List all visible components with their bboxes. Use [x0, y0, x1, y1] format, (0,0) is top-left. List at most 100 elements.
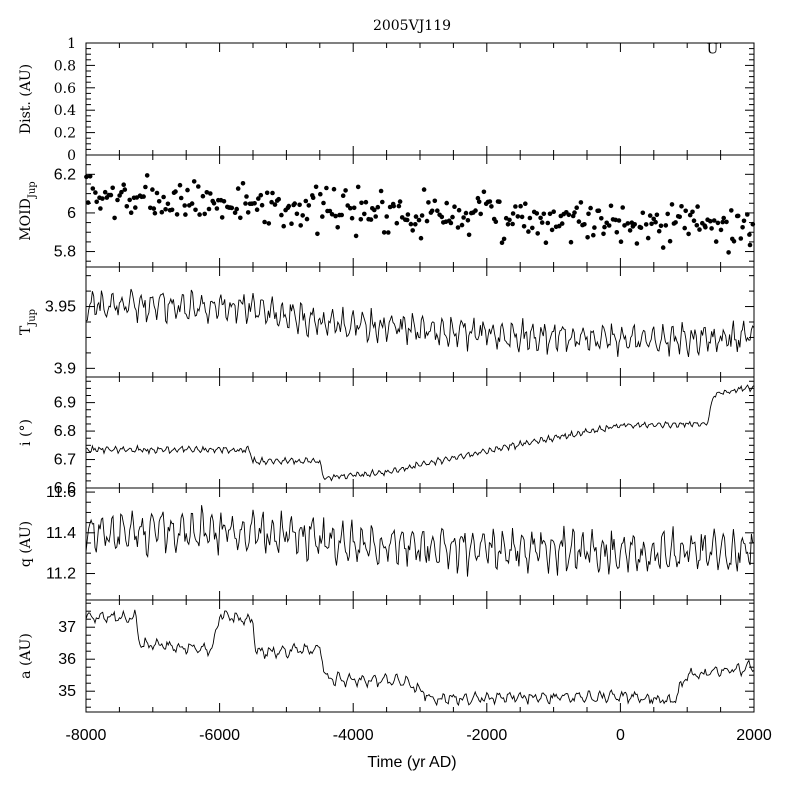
moid-point — [663, 223, 669, 228]
panel-q: 11.2 11.4 11.6 q (AU) — [18, 484, 755, 601]
moid-point — [541, 211, 547, 217]
moid-point — [110, 185, 115, 191]
moid-point — [315, 231, 320, 237]
moid-point — [159, 209, 165, 215]
moid-point — [613, 217, 618, 223]
moid-point — [270, 190, 275, 196]
moid-point — [429, 208, 435, 214]
moid-point — [566, 212, 572, 218]
moid-point — [487, 199, 493, 204]
moid-point — [292, 201, 298, 206]
moid-point — [240, 181, 246, 186]
moid-point — [677, 214, 682, 220]
moid-point — [351, 205, 357, 211]
moid-point — [625, 221, 631, 226]
moid-point — [694, 223, 700, 228]
moid-point — [244, 194, 249, 199]
moid-point — [510, 211, 516, 216]
moid-point — [272, 202, 278, 207]
moid-point — [121, 182, 126, 187]
moid-point — [229, 205, 235, 211]
moid-point — [174, 212, 180, 217]
y-tick-label: 6.2 — [54, 166, 76, 183]
y-tick-label: 37 — [58, 619, 76, 636]
moid-point — [697, 227, 702, 232]
moid-point — [90, 186, 96, 191]
moid-point — [645, 235, 651, 241]
moid-point — [234, 206, 239, 212]
moid-point — [372, 207, 377, 213]
moid-point — [381, 230, 387, 235]
moid-point — [148, 205, 153, 211]
moid-point — [435, 208, 440, 213]
moid-point — [634, 241, 640, 246]
moid-point — [523, 201, 528, 206]
moid-point — [362, 211, 367, 217]
moid-point — [622, 223, 627, 228]
y-tick-label: 0.4 — [54, 103, 76, 119]
moid-point — [708, 218, 713, 224]
moid-point — [715, 220, 721, 226]
moid-point — [151, 206, 157, 211]
moid-point — [349, 215, 355, 221]
y-tick-label: 11.2 — [46, 566, 76, 583]
panel-tjup: 3.9 3.95 TJup — [18, 266, 755, 378]
moid-point — [378, 188, 384, 194]
moid-point — [141, 194, 146, 199]
moid-point — [735, 213, 741, 219]
moid-point — [466, 232, 472, 238]
moid-point — [286, 203, 292, 209]
moid-point — [93, 190, 98, 195]
moid-point — [703, 225, 708, 230]
moid-point — [679, 204, 684, 209]
moid-point — [221, 199, 227, 204]
moid-point — [510, 221, 515, 227]
moid-point — [476, 199, 482, 205]
moid-point — [647, 213, 653, 218]
moid-point — [578, 200, 584, 205]
moid-point — [266, 221, 272, 226]
moid-point — [238, 215, 243, 221]
moid-point — [608, 203, 614, 209]
moid-point — [182, 203, 187, 208]
moid-point — [196, 184, 201, 189]
moid-point — [527, 215, 533, 221]
moid-point — [582, 222, 587, 227]
y-tick-label: 3.95 — [45, 299, 76, 316]
moid-point — [211, 201, 217, 206]
moid-point — [391, 203, 397, 209]
moid-point — [85, 200, 91, 205]
moid-point — [133, 205, 138, 210]
moid-point — [150, 187, 155, 192]
moid-point — [614, 230, 620, 235]
panels: 0 0.2 0.4 0.6 0.8 1 Dist. (AU) U 5.8 6 6.2 MOIDJup 3… — [18, 36, 756, 713]
moid-point — [690, 209, 695, 215]
moid-point — [507, 217, 512, 223]
panel-frame — [85, 376, 755, 489]
moid-point — [108, 192, 114, 198]
moid-point — [499, 240, 505, 245]
moid-point — [606, 223, 612, 228]
moid-point — [444, 200, 450, 206]
moid-point — [747, 232, 752, 237]
moid-point — [740, 225, 745, 230]
moid-point — [208, 191, 213, 196]
moid-point — [616, 218, 622, 223]
moid-point — [534, 211, 540, 216]
moid-point — [154, 190, 160, 196]
moid-point — [84, 174, 89, 180]
y-tick-label: 6.6 — [54, 480, 76, 497]
moid-point — [387, 204, 393, 210]
moid-point — [649, 221, 654, 227]
q-series-line — [85, 505, 755, 577]
moid-point — [128, 210, 134, 215]
moid-point — [439, 214, 445, 220]
moid-point — [183, 212, 188, 217]
moid-point — [156, 199, 162, 204]
x-axis-label: Time (yr AD) — [367, 754, 456, 771]
moid-point — [416, 217, 422, 223]
tjup-series-line — [85, 288, 755, 357]
panel-moid: 5.8 6 6.2 MOIDJup — [18, 154, 756, 268]
moid-point — [152, 210, 158, 216]
moid-point — [331, 186, 337, 192]
